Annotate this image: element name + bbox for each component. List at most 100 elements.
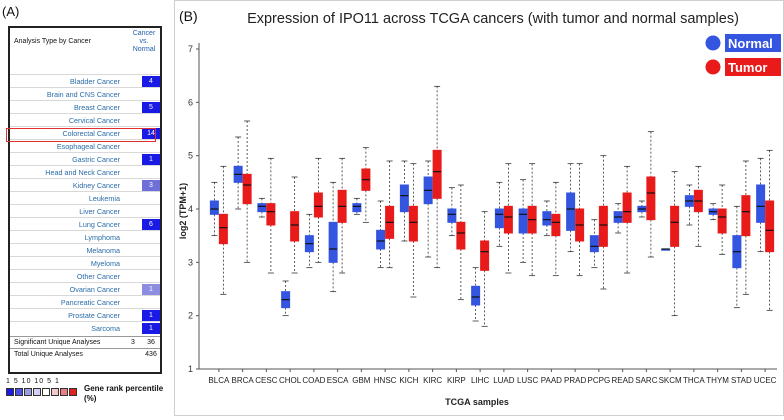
y-tick-label: 3: [188, 257, 193, 267]
cancer-type-label[interactable]: Lung Cancer: [78, 220, 120, 229]
y-tick-label: 5: [188, 151, 193, 161]
cancer-type-label[interactable]: Kidney Cancer: [72, 181, 120, 190]
x-tick-label: LUAD: [493, 376, 515, 385]
cancer-type-label[interactable]: Other Cancer: [76, 272, 120, 281]
analysis-count-cell: [142, 206, 160, 217]
x-tick-label: ESCA: [327, 376, 349, 385]
table-row: Kidney Cancer 3: [10, 178, 160, 192]
cancer-type-label[interactable]: Gastric Cancer: [72, 155, 120, 164]
analysis-count-cell: [142, 141, 160, 152]
tumor-box: [290, 211, 300, 242]
table-row: Other Cancer: [10, 269, 160, 283]
colorectal-highlight-box: [6, 128, 156, 142]
cancer-type-label[interactable]: Prostate Cancer: [68, 311, 120, 320]
y-tick-label: 4: [188, 204, 193, 214]
x-tick-label: HNSC: [374, 376, 397, 385]
tumor-box: [480, 240, 490, 271]
x-tick-label: CESC: [255, 376, 277, 385]
analysis-type-header: Analysis Type by Cancer: [14, 38, 91, 45]
x-tick-label: SKCM: [659, 376, 682, 385]
cancer-type-label[interactable]: Head and Neck Cancer: [45, 168, 120, 177]
normal-box: [447, 208, 457, 223]
cancer-type-label[interactable]: Lymphoma: [84, 233, 120, 242]
analysis-count-cell: [142, 89, 160, 100]
legend-tumor-label: Tumor: [728, 60, 767, 75]
analysis-count-cell: 5: [142, 102, 160, 113]
table-row: Pancreatic Cancer: [10, 295, 160, 309]
table-row: Ovarian Cancer 1: [10, 282, 160, 296]
y-tick-label: 6: [188, 97, 193, 107]
legend-title: Gene rank percentile (%): [84, 384, 164, 403]
cancer-type-label[interactable]: Breast Cancer: [74, 103, 120, 112]
legend-swatch: [24, 388, 32, 396]
tumor-box: [313, 192, 323, 218]
cancer-type-label[interactable]: Leukemia: [88, 194, 120, 203]
x-tick-label: BRCA: [232, 376, 255, 385]
normal-box: [542, 211, 552, 226]
cancer-type-label[interactable]: Liver Cancer: [79, 207, 120, 216]
cancer-type-label[interactable]: Sarcoma: [91, 324, 120, 333]
analysis-count-cell: 1: [142, 310, 160, 321]
x-tick-label: SARC: [635, 376, 657, 385]
summary-a: 3: [131, 339, 135, 346]
tumor-box: [432, 149, 442, 199]
summary-label: Total Unique Analyses: [14, 351, 83, 358]
table-row: Gastric Cancer 1: [10, 152, 160, 166]
analysis-count-cell: [142, 245, 160, 256]
summary-b: 36: [147, 339, 155, 346]
tumor-box: [408, 205, 418, 242]
normal-box: [518, 208, 528, 234]
table-row: Liver Cancer: [10, 204, 160, 218]
tumor-box: [717, 208, 727, 234]
tumor-box: [765, 200, 775, 253]
x-tick-label: CHOL: [279, 376, 302, 385]
analysis-count-cell: [142, 167, 160, 178]
normal-box: [471, 285, 481, 306]
table-row: Bladder Cancer 4: [10, 74, 160, 88]
legend-tumor-swatch: [725, 58, 781, 76]
summary-row: Significant Unique Analyses 3 36: [10, 336, 160, 349]
cancer-type-label[interactable]: Brain and CNS Cancer: [46, 90, 120, 99]
x-axis-label: TCGA samples: [445, 397, 509, 407]
tumor-box: [670, 205, 680, 247]
analysis-count-cell: [142, 193, 160, 204]
analysis-count-cell: [142, 297, 160, 308]
normal-box: [399, 184, 409, 213]
normal-box: [376, 229, 386, 250]
legend-swatch: [15, 388, 23, 396]
tumor-box: [598, 205, 608, 247]
x-tick-label: PCPG: [588, 376, 611, 385]
cancer-type-label[interactable]: Esophageal Cancer: [56, 142, 120, 151]
cancer-type-label[interactable]: Myeloma: [90, 259, 120, 268]
analysis-count-cell: [142, 232, 160, 243]
table-row: Prostate Cancer 1: [10, 308, 160, 322]
x-tick-label: PRAD: [564, 376, 586, 385]
x-tick-label: COAD: [302, 376, 325, 385]
table-row: Sarcoma 1: [10, 321, 160, 335]
legend-swatch: [6, 388, 14, 396]
cancer-type-label[interactable]: Melanoma: [86, 246, 120, 255]
legend-swatch: [60, 388, 68, 396]
summary-b: 436: [145, 351, 157, 358]
cancer-type-label[interactable]: Colorectal Cancer: [62, 129, 120, 138]
summary-row: Total Unique Analyses 436: [10, 348, 160, 361]
cancer-type-label[interactable]: Pancreatic Cancer: [60, 298, 120, 307]
table-row: Lymphoma: [10, 230, 160, 244]
oncomine-table: Analysis Type by Cancer Cancer vs. Norma…: [8, 26, 162, 374]
normal-box: [494, 208, 504, 229]
x-tick-label: LUSC: [517, 376, 539, 385]
cancer-type-label[interactable]: Cervical Cancer: [68, 116, 120, 125]
analysis-count-cell: 1: [142, 323, 160, 334]
x-tick-label: THCA: [683, 376, 705, 385]
normal-box: [589, 235, 599, 253]
normal-box: [257, 203, 267, 213]
legend-swatch: [69, 388, 77, 396]
cancer-type-label[interactable]: Bladder Cancer: [70, 77, 120, 86]
legend-tumor-marker: [705, 59, 721, 75]
legend-swatch: [51, 388, 59, 396]
x-tick-label: READ: [612, 376, 634, 385]
x-tick-label: BLCA: [208, 376, 230, 385]
tumor-box: [218, 213, 228, 245]
x-tick-label: THYM: [706, 376, 729, 385]
cancer-type-label[interactable]: Ovarian Cancer: [69, 285, 120, 294]
